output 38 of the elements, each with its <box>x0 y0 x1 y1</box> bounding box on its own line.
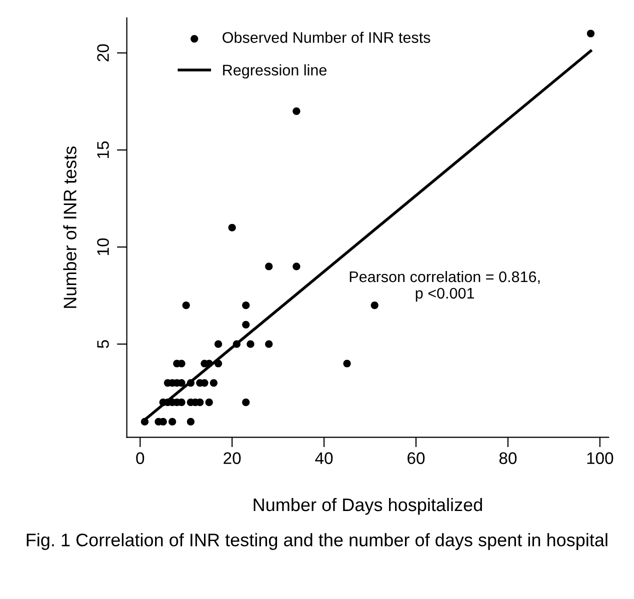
point <box>246 340 254 348</box>
point <box>343 360 351 368</box>
point <box>214 340 222 348</box>
point <box>228 224 236 232</box>
x-axis-title: Number of Days hospitalized <box>254 498 482 515</box>
point <box>265 340 273 348</box>
x-tick-label: 0 <box>136 452 144 464</box>
x-tick-label: 20 <box>224 452 241 464</box>
point <box>214 360 222 368</box>
point <box>292 107 300 115</box>
x-tick-label: 40 <box>315 452 333 464</box>
point <box>242 320 250 328</box>
legend-label: Regression line <box>223 64 326 79</box>
point <box>210 379 218 387</box>
point <box>370 301 378 310</box>
point <box>242 301 250 310</box>
point <box>140 418 149 426</box>
legend-label: Observed Number of INR tests <box>222 32 430 43</box>
caption: Fig. 1 Correlation of INR testing and the number of days spent in hospital <box>26 533 608 550</box>
y-axis-title: Number of INR tests <box>63 146 76 308</box>
point <box>168 418 176 426</box>
point <box>265 262 273 270</box>
point <box>242 398 250 406</box>
point <box>182 301 190 310</box>
x-tick-label: 80 <box>499 452 517 464</box>
point <box>292 262 300 270</box>
point <box>186 418 195 426</box>
y-tick-label: 15 <box>97 141 109 158</box>
point <box>232 340 240 348</box>
y-tick-label: 20 <box>97 44 109 62</box>
annotation: Pearson correlation = 0.816, p <0.001 <box>350 270 540 302</box>
y-tick-label: 5 <box>97 340 109 348</box>
x-tick-label: 60 <box>408 452 425 464</box>
x-tick-label: 100 <box>587 452 614 464</box>
point <box>205 398 213 406</box>
point <box>186 379 195 387</box>
point <box>586 30 595 38</box>
y-tick-label: 10 <box>97 238 109 256</box>
